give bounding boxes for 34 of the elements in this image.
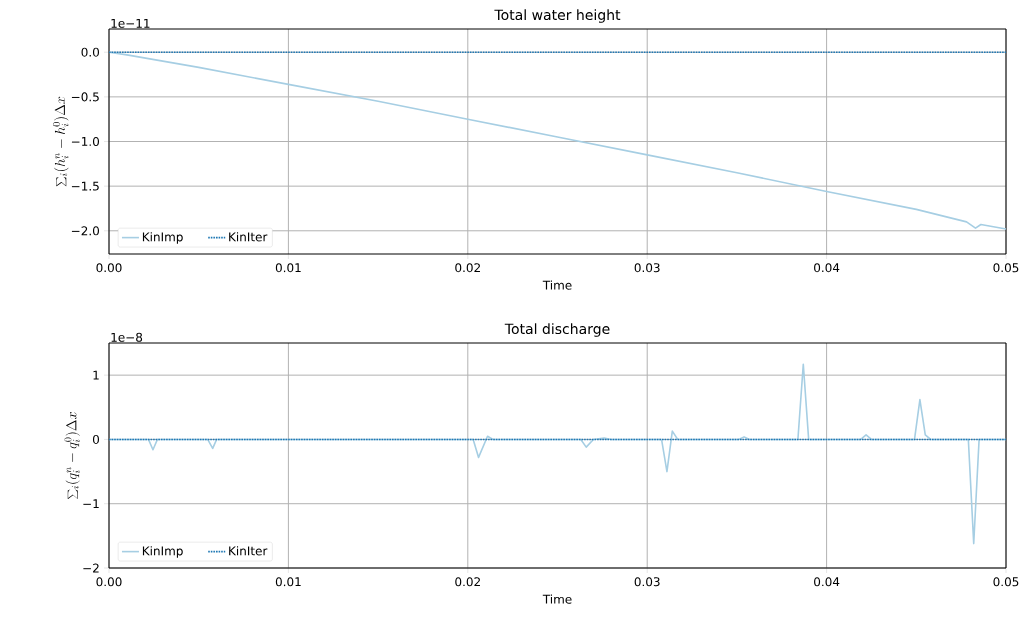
y-tick-label: −1.5 [71, 181, 99, 191]
y-tick-label: −1.0 [71, 136, 100, 147]
legend-label: KinImp [142, 546, 183, 558]
y-tick-label: −0.5 [71, 92, 99, 102]
x-tick-label: 0.01 [275, 577, 301, 587]
x-tick-label: 0.02 [455, 263, 480, 273]
text: 1e−8 [111, 332, 143, 342]
y-tick-label: −1 [83, 499, 99, 509]
y-tick-label: −2.0 [71, 226, 100, 236]
y-tick-label: 1 [93, 370, 99, 380]
chart-title: Total discharge [504, 323, 610, 337]
x-tick-label: 0.03 [634, 263, 660, 273]
x-tick-label: 0.05 [993, 263, 1019, 273]
line-series [108, 363, 1007, 545]
x-tick-label: 0.02 [455, 577, 480, 587]
y-axis-title: $\sum_i (q_i^n - q_i^0)\Delta x$ [64, 412, 80, 499]
y-axis-title: $\sum_i (h_i^n - h_i^0)\Delta x$ [53, 96, 69, 187]
x-tick-label: 0.01 [275, 263, 301, 273]
x-tick-label: 0.04 [814, 263, 840, 273]
y-tick-label: 0 [92, 434, 100, 444]
x-tick-label: 0.04 [814, 577, 840, 587]
chart-title: Total water height [494, 9, 621, 23]
x-tick-label: 0.00 [96, 577, 122, 587]
legend-label: KinIter [229, 232, 268, 242]
legend-label: KinIter [229, 546, 268, 556]
x-tick-label: 0.00 [96, 263, 122, 273]
x-axis-title: Time [542, 280, 572, 290]
y-tick-label: −2 [83, 563, 99, 573]
x-axis-title: Time [542, 594, 572, 604]
text: 1e−11 [111, 18, 150, 28]
x-tick-label: 0.03 [634, 577, 660, 587]
y-tick-label: 0.0 [81, 47, 100, 57]
x-tick-label: 0.05 [993, 577, 1019, 587]
legend-label: KinImp [142, 232, 183, 244]
